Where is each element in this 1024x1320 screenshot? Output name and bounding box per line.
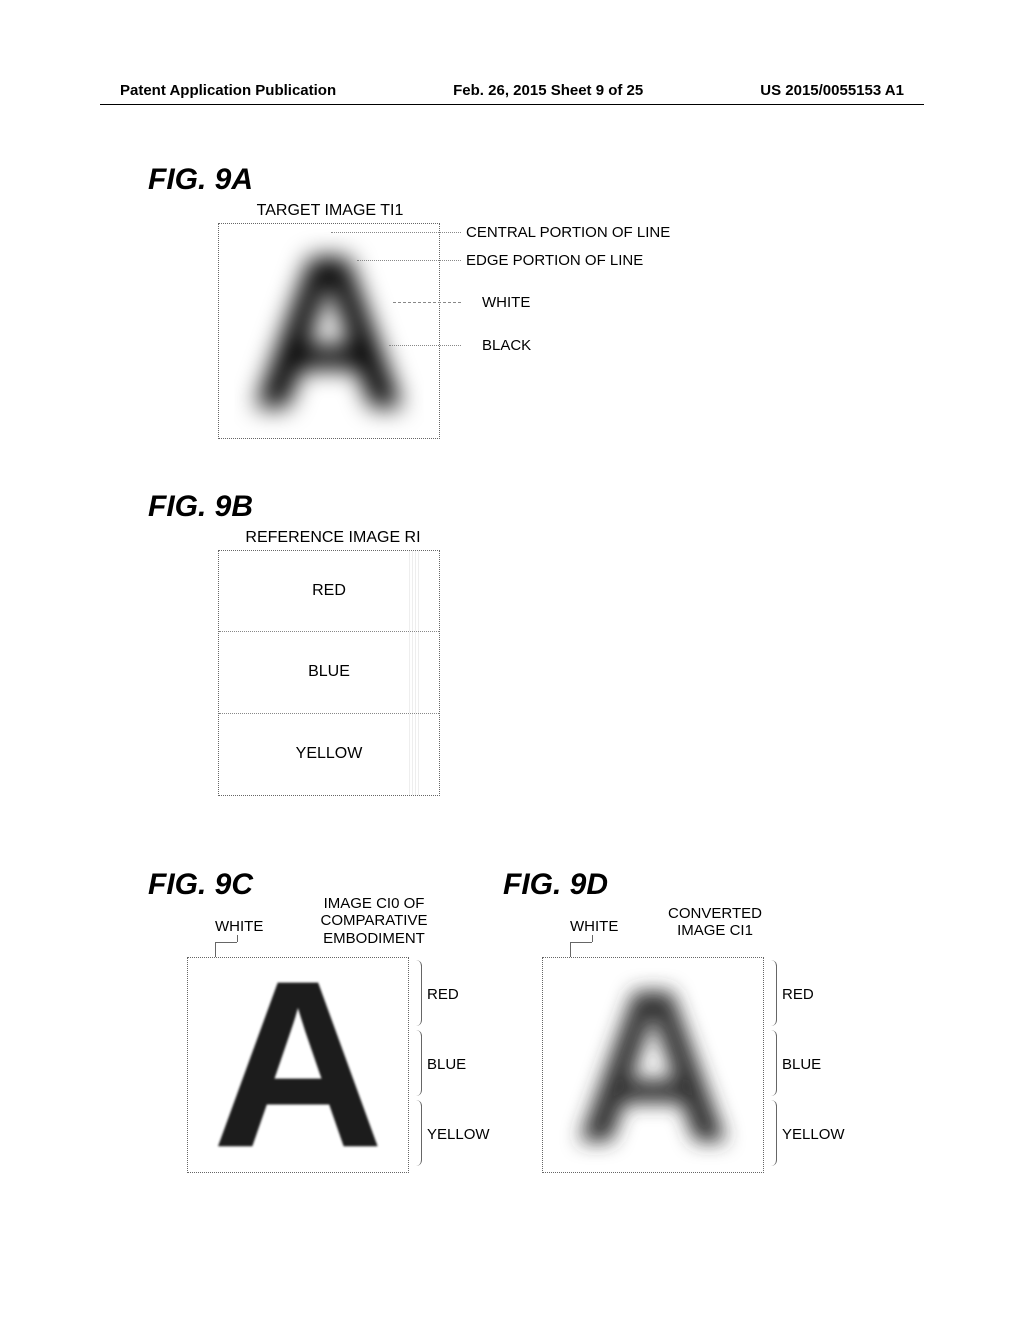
- fig9d-label: FIG. 9D: [503, 868, 608, 902]
- callout-white: WHITE: [482, 294, 530, 311]
- fig9c-side-blue: BLUE: [427, 1056, 466, 1073]
- brace: [767, 1100, 777, 1166]
- header-center: Feb. 26, 2015 Sheet 9 of 25: [453, 82, 643, 99]
- fig9c-title: IMAGE CI0 OF COMPARATIVE EMBODIMENT: [294, 895, 454, 947]
- ref-stripe: [409, 714, 419, 795]
- leader: [215, 942, 237, 943]
- fig9c-white-label: WHITE: [215, 918, 263, 935]
- fig9c-side-red: RED: [427, 986, 459, 1003]
- fig9c-image: A: [187, 957, 409, 1173]
- fig9d-image: A: [542, 957, 764, 1173]
- ref-row-yellow: YELLOW: [219, 714, 439, 795]
- header-rule: [100, 104, 924, 105]
- leader: [592, 935, 593, 942]
- fig9d-side-yellow: YELLOW: [782, 1126, 845, 1143]
- header-right: US 2015/0055153 A1: [760, 82, 904, 99]
- callout-line: [393, 302, 461, 303]
- ref-row-label: BLUE: [308, 663, 350, 681]
- fig9d-title: CONVERTED IMAGE CI1: [645, 905, 785, 940]
- brace: [767, 960, 777, 1026]
- letter-a-blurred: A: [219, 224, 439, 438]
- leader: [570, 942, 592, 943]
- ref-row-label: RED: [312, 582, 346, 600]
- page-header: Patent Application Publication Feb. 26, …: [0, 82, 1024, 99]
- callout-line: [357, 260, 461, 261]
- ref-row-blue: BLUE: [219, 632, 439, 713]
- callout-black: BLACK: [482, 337, 531, 354]
- fig9b-label: FIG. 9B: [148, 490, 253, 524]
- fig9d-side-red: RED: [782, 986, 814, 1003]
- fig9d-side-blue: BLUE: [782, 1056, 821, 1073]
- ref-stripe: [409, 632, 419, 712]
- fig9c-label: FIG. 9C: [148, 868, 253, 902]
- callout-edge: EDGE PORTION OF LINE: [466, 252, 643, 269]
- ref-stripe: [409, 551, 419, 631]
- brace: [412, 1100, 422, 1166]
- fig9a-title: TARGET IMAGE TI1: [230, 202, 430, 220]
- callout-line: [331, 232, 461, 233]
- callout-central: CENTRAL PORTION OF LINE: [466, 224, 670, 241]
- fig9a-label: FIG. 9A: [148, 163, 253, 197]
- svg-text:A: A: [250, 224, 407, 438]
- brace: [412, 1030, 422, 1096]
- fig9b-image: RED BLUE YELLOW: [218, 550, 440, 796]
- fig9b-title: REFERENCE IMAGE RI: [233, 529, 433, 547]
- brace: [412, 960, 422, 1026]
- brace: [767, 1030, 777, 1096]
- fig9d-white-label: WHITE: [570, 918, 618, 935]
- callout-line: [389, 345, 461, 346]
- letter-a-sharp: A: [188, 958, 408, 1172]
- ref-row-red: RED: [219, 551, 439, 632]
- header-left: Patent Application Publication: [120, 82, 336, 99]
- fig9a-image: A: [218, 223, 440, 439]
- leader: [237, 935, 238, 942]
- fig9c-side-yellow: YELLOW: [427, 1126, 490, 1143]
- letter-a-blurred-light: A: [543, 958, 763, 1172]
- svg-text:A: A: [212, 958, 384, 1172]
- svg-text:A: A: [574, 958, 731, 1172]
- ref-row-label: YELLOW: [296, 745, 363, 763]
